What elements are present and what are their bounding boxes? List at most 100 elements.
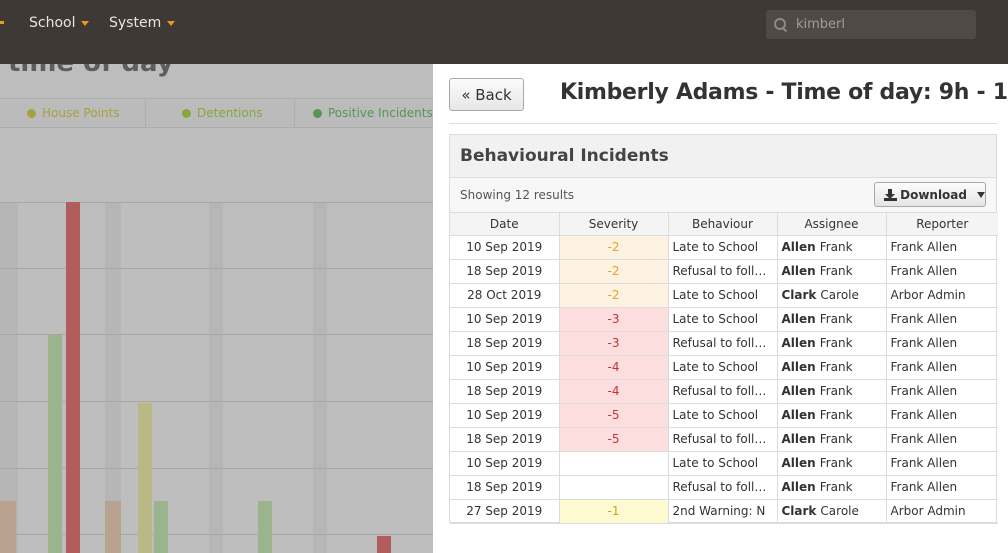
card-title: Behavioural Incidents xyxy=(450,135,996,178)
cell-reporter: Frank Allen xyxy=(886,331,998,356)
assignee-last-name: Allen xyxy=(781,408,816,422)
cell-behaviour: 2nd Warning: N xyxy=(668,499,778,524)
cell-severity: -5 xyxy=(559,427,669,452)
column-header-assignee[interactable]: Assignee xyxy=(777,213,887,236)
cell-severity: -2 xyxy=(559,259,669,284)
table-row[interactable]: 10 Sep 2019 -5 Late to School Allen Frank Fra… xyxy=(450,403,998,428)
assignee-last-name: Clark xyxy=(781,504,817,518)
assignee-first-name: Carole xyxy=(820,504,859,518)
cell-severity: -2 xyxy=(559,283,669,308)
cell-date: 18 Sep 2019 xyxy=(450,259,560,284)
cell-reporter: Frank Allen xyxy=(886,307,998,332)
cell-behaviour: Late to School xyxy=(668,307,778,332)
assignee-first-name: Frank xyxy=(819,456,853,470)
chevron-down-icon xyxy=(167,21,176,26)
nav-item-system[interactable]: System xyxy=(109,15,176,31)
assignee-first-name: Frank xyxy=(819,240,853,254)
nav-item-label: System xyxy=(109,15,162,31)
cell-severity: -4 xyxy=(559,379,669,404)
cell-date: 10 Sep 2019 xyxy=(450,307,560,332)
download-label: Download xyxy=(900,187,967,202)
cell-behaviour: Refusal to follow instructions xyxy=(668,379,778,404)
cell-date: 10 Sep 2019 xyxy=(450,403,560,428)
cell-behaviour: Refusal to follow instructions xyxy=(668,331,778,356)
cell-reporter: Frank Allen xyxy=(886,451,998,476)
chevron-down-icon xyxy=(81,21,90,26)
cell-reporter: Arbor Admin xyxy=(886,283,998,308)
cell-assignee: Allen Frank xyxy=(777,427,887,452)
table-row[interactable]: 28 Oct 2019 -2 Late to School Clark Carole Ar… xyxy=(450,283,998,308)
cell-reporter: Frank Allen xyxy=(886,355,998,380)
cell-behaviour: Refusal to follow instructions xyxy=(668,475,778,500)
cell-behaviour: Late to School xyxy=(668,355,778,380)
search-input[interactable] xyxy=(796,17,966,32)
incidents-table: Date Severity Behaviour Assignee Reporte… xyxy=(450,213,998,524)
download-icon xyxy=(884,188,897,201)
cell-assignee: Clark Carole xyxy=(777,499,887,524)
cell-assignee: Allen Frank xyxy=(777,451,887,476)
cell-date: 18 Sep 2019 xyxy=(450,427,560,452)
incident-panel: « Back Kimberly Adams - Time of day: 9h … xyxy=(433,64,1008,553)
back-button[interactable]: « Back xyxy=(449,78,524,111)
cell-assignee: Allen Frank xyxy=(777,355,887,380)
search-icon xyxy=(774,17,788,32)
table-row[interactable]: 10 Sep 2019 -3 Late to School Allen Frank Fra… xyxy=(450,307,998,332)
assignee-first-name: Frank xyxy=(819,336,853,350)
assignee-first-name: Frank xyxy=(819,384,853,398)
cell-severity: -3 xyxy=(559,331,669,356)
search-box xyxy=(766,10,976,39)
column-header-date[interactable]: Date xyxy=(450,213,560,236)
assignee-last-name: Clark xyxy=(781,288,817,302)
cell-behaviour: Refusal to follow instructions xyxy=(668,427,778,452)
cell-behaviour: Refusal to follow instructions xyxy=(668,259,778,284)
table-row[interactable]: 27 Sep 2019 -1 2nd Warning: N Clark Carole Ar… xyxy=(450,499,998,524)
card-toolbar: Showing 12 results Download xyxy=(450,178,996,213)
incidents-card: Behavioural Incidents Showing 12 results… xyxy=(449,134,998,524)
cell-date: 10 Sep 2019 xyxy=(450,451,560,476)
assignee-last-name: Allen xyxy=(781,384,816,398)
cell-behaviour: Late to School xyxy=(668,403,778,428)
table-row[interactable]: 10 Sep 2019 Late to School Allen Frank Frank… xyxy=(450,451,998,476)
assignee-first-name: Frank xyxy=(819,360,853,374)
cell-assignee: Allen Frank xyxy=(777,235,887,260)
panel-title: Kimberly Adams - Time of day: 9h - 10h xyxy=(560,80,1008,105)
assignee-last-name: Allen xyxy=(781,360,816,374)
cell-reporter: Frank Allen xyxy=(886,379,998,404)
cell-behaviour: Late to School xyxy=(668,283,778,308)
modal-backdrop[interactable] xyxy=(0,64,433,553)
cell-date: 18 Sep 2019 xyxy=(450,475,560,500)
assignee-last-name: Allen xyxy=(781,312,816,326)
cell-assignee: Allen Frank xyxy=(777,259,887,284)
table-header-row: Date Severity Behaviour Assignee Reporte… xyxy=(450,213,998,236)
assignee-last-name: Allen xyxy=(781,456,816,470)
assignee-last-name: Allen xyxy=(781,240,816,254)
assignee-last-name: Allen xyxy=(781,264,816,278)
table-row[interactable]: 18 Sep 2019 Refusal to follow instruction… xyxy=(450,475,998,500)
nav-item-label: School xyxy=(29,15,76,31)
table-row[interactable]: 10 Sep 2019 -2 Late to School Allen Frank Fra… xyxy=(450,235,998,260)
cell-reporter: Frank Allen xyxy=(886,475,998,500)
column-header-behaviour[interactable]: Behaviour xyxy=(668,213,778,236)
column-header-severity[interactable]: Severity xyxy=(559,213,669,236)
nav-item-school[interactable]: School xyxy=(29,15,90,31)
cell-date: 18 Sep 2019 xyxy=(450,331,560,356)
cell-severity: -2 xyxy=(559,235,669,260)
cell-severity: -5 xyxy=(559,403,669,428)
assignee-last-name: Allen xyxy=(781,480,816,494)
table-row[interactable]: 10 Sep 2019 -4 Late to School Allen Frank Fra… xyxy=(450,355,998,380)
cell-reporter: Frank Allen xyxy=(886,235,998,260)
cell-severity: -1 xyxy=(559,499,669,524)
cell-assignee: Allen Frank xyxy=(777,403,887,428)
cell-date: 10 Sep 2019 xyxy=(450,235,560,260)
divider xyxy=(449,123,997,124)
nav-caret-fragment xyxy=(0,21,4,24)
column-header-reporter[interactable]: Reporter xyxy=(886,213,998,236)
download-button[interactable]: Download xyxy=(874,182,986,207)
assignee-first-name: Frank xyxy=(819,480,853,494)
cell-assignee: Allen Frank xyxy=(777,379,887,404)
assignee-first-name: Frank xyxy=(819,408,853,422)
